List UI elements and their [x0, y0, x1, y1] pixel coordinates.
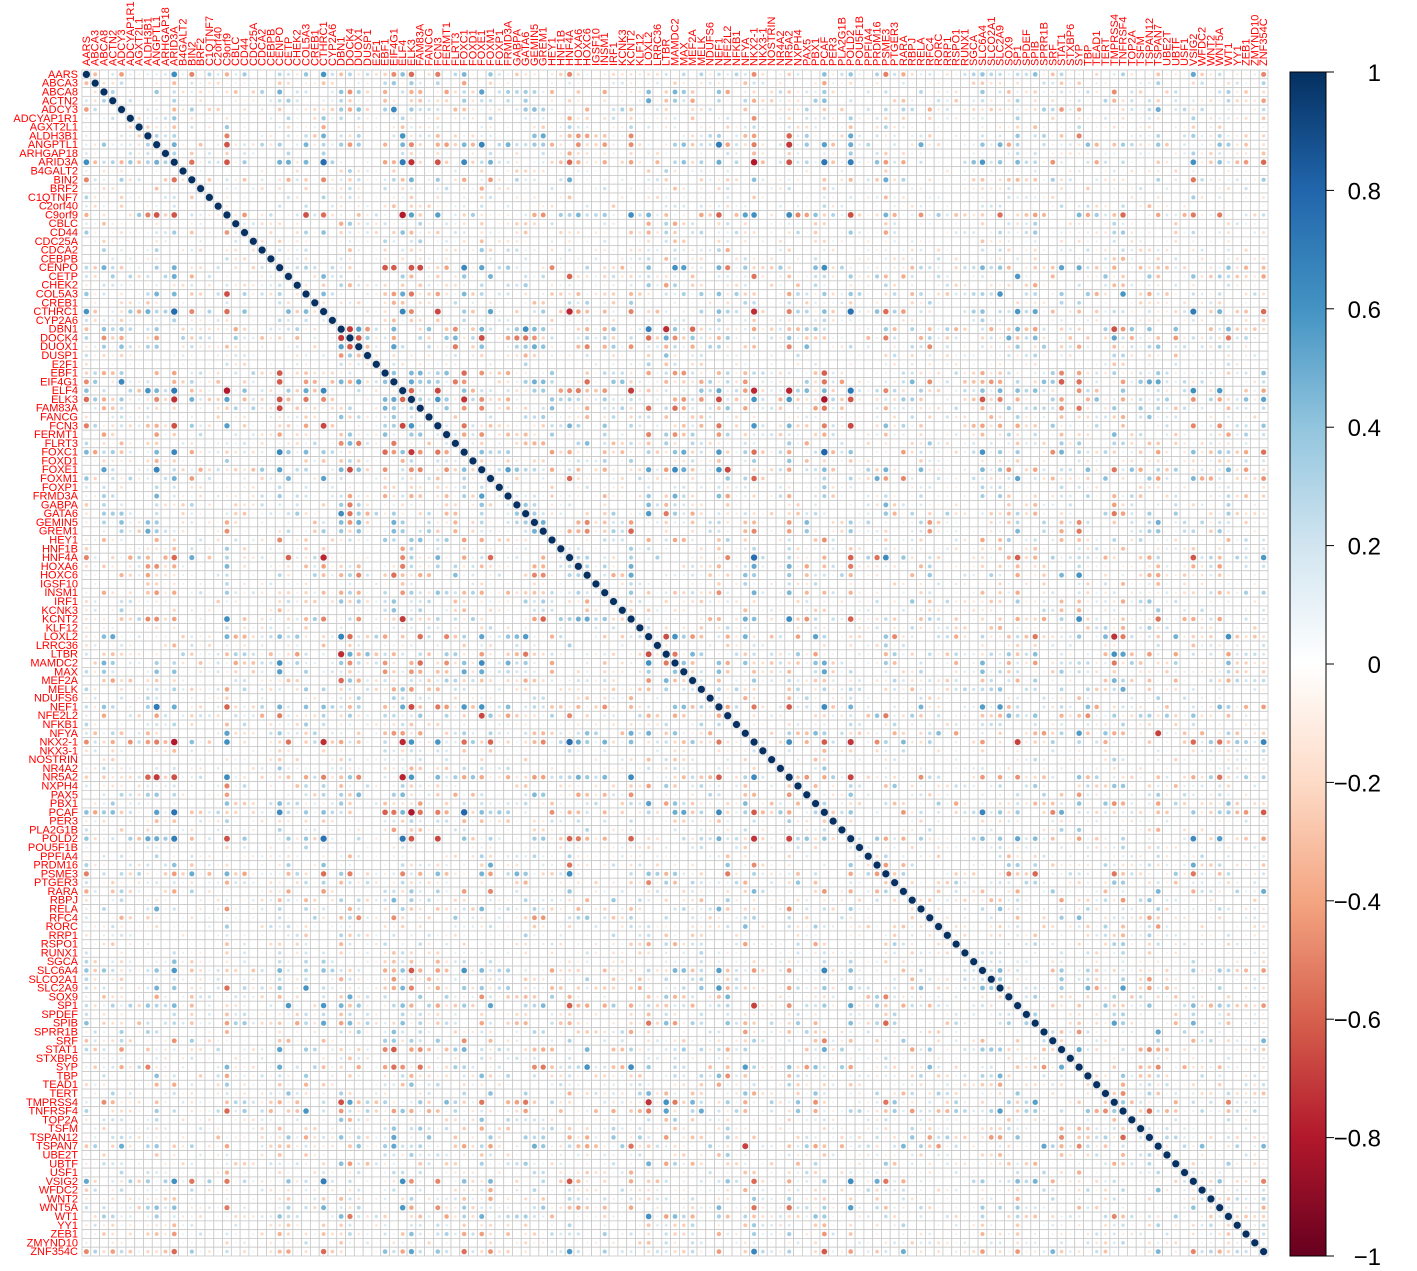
- correlation-plot: AARS ABCA3 ABCA8 ACTN2 ADCY3 ADCYAP1R1 AGXT2L1…: [0, 0, 1417, 1266]
- correlation-matrix-svg: AARSABCA3ABCA8ACTN2ADCY3ADCYAP1R1AGXT2L1…: [0, 0, 1417, 1266]
